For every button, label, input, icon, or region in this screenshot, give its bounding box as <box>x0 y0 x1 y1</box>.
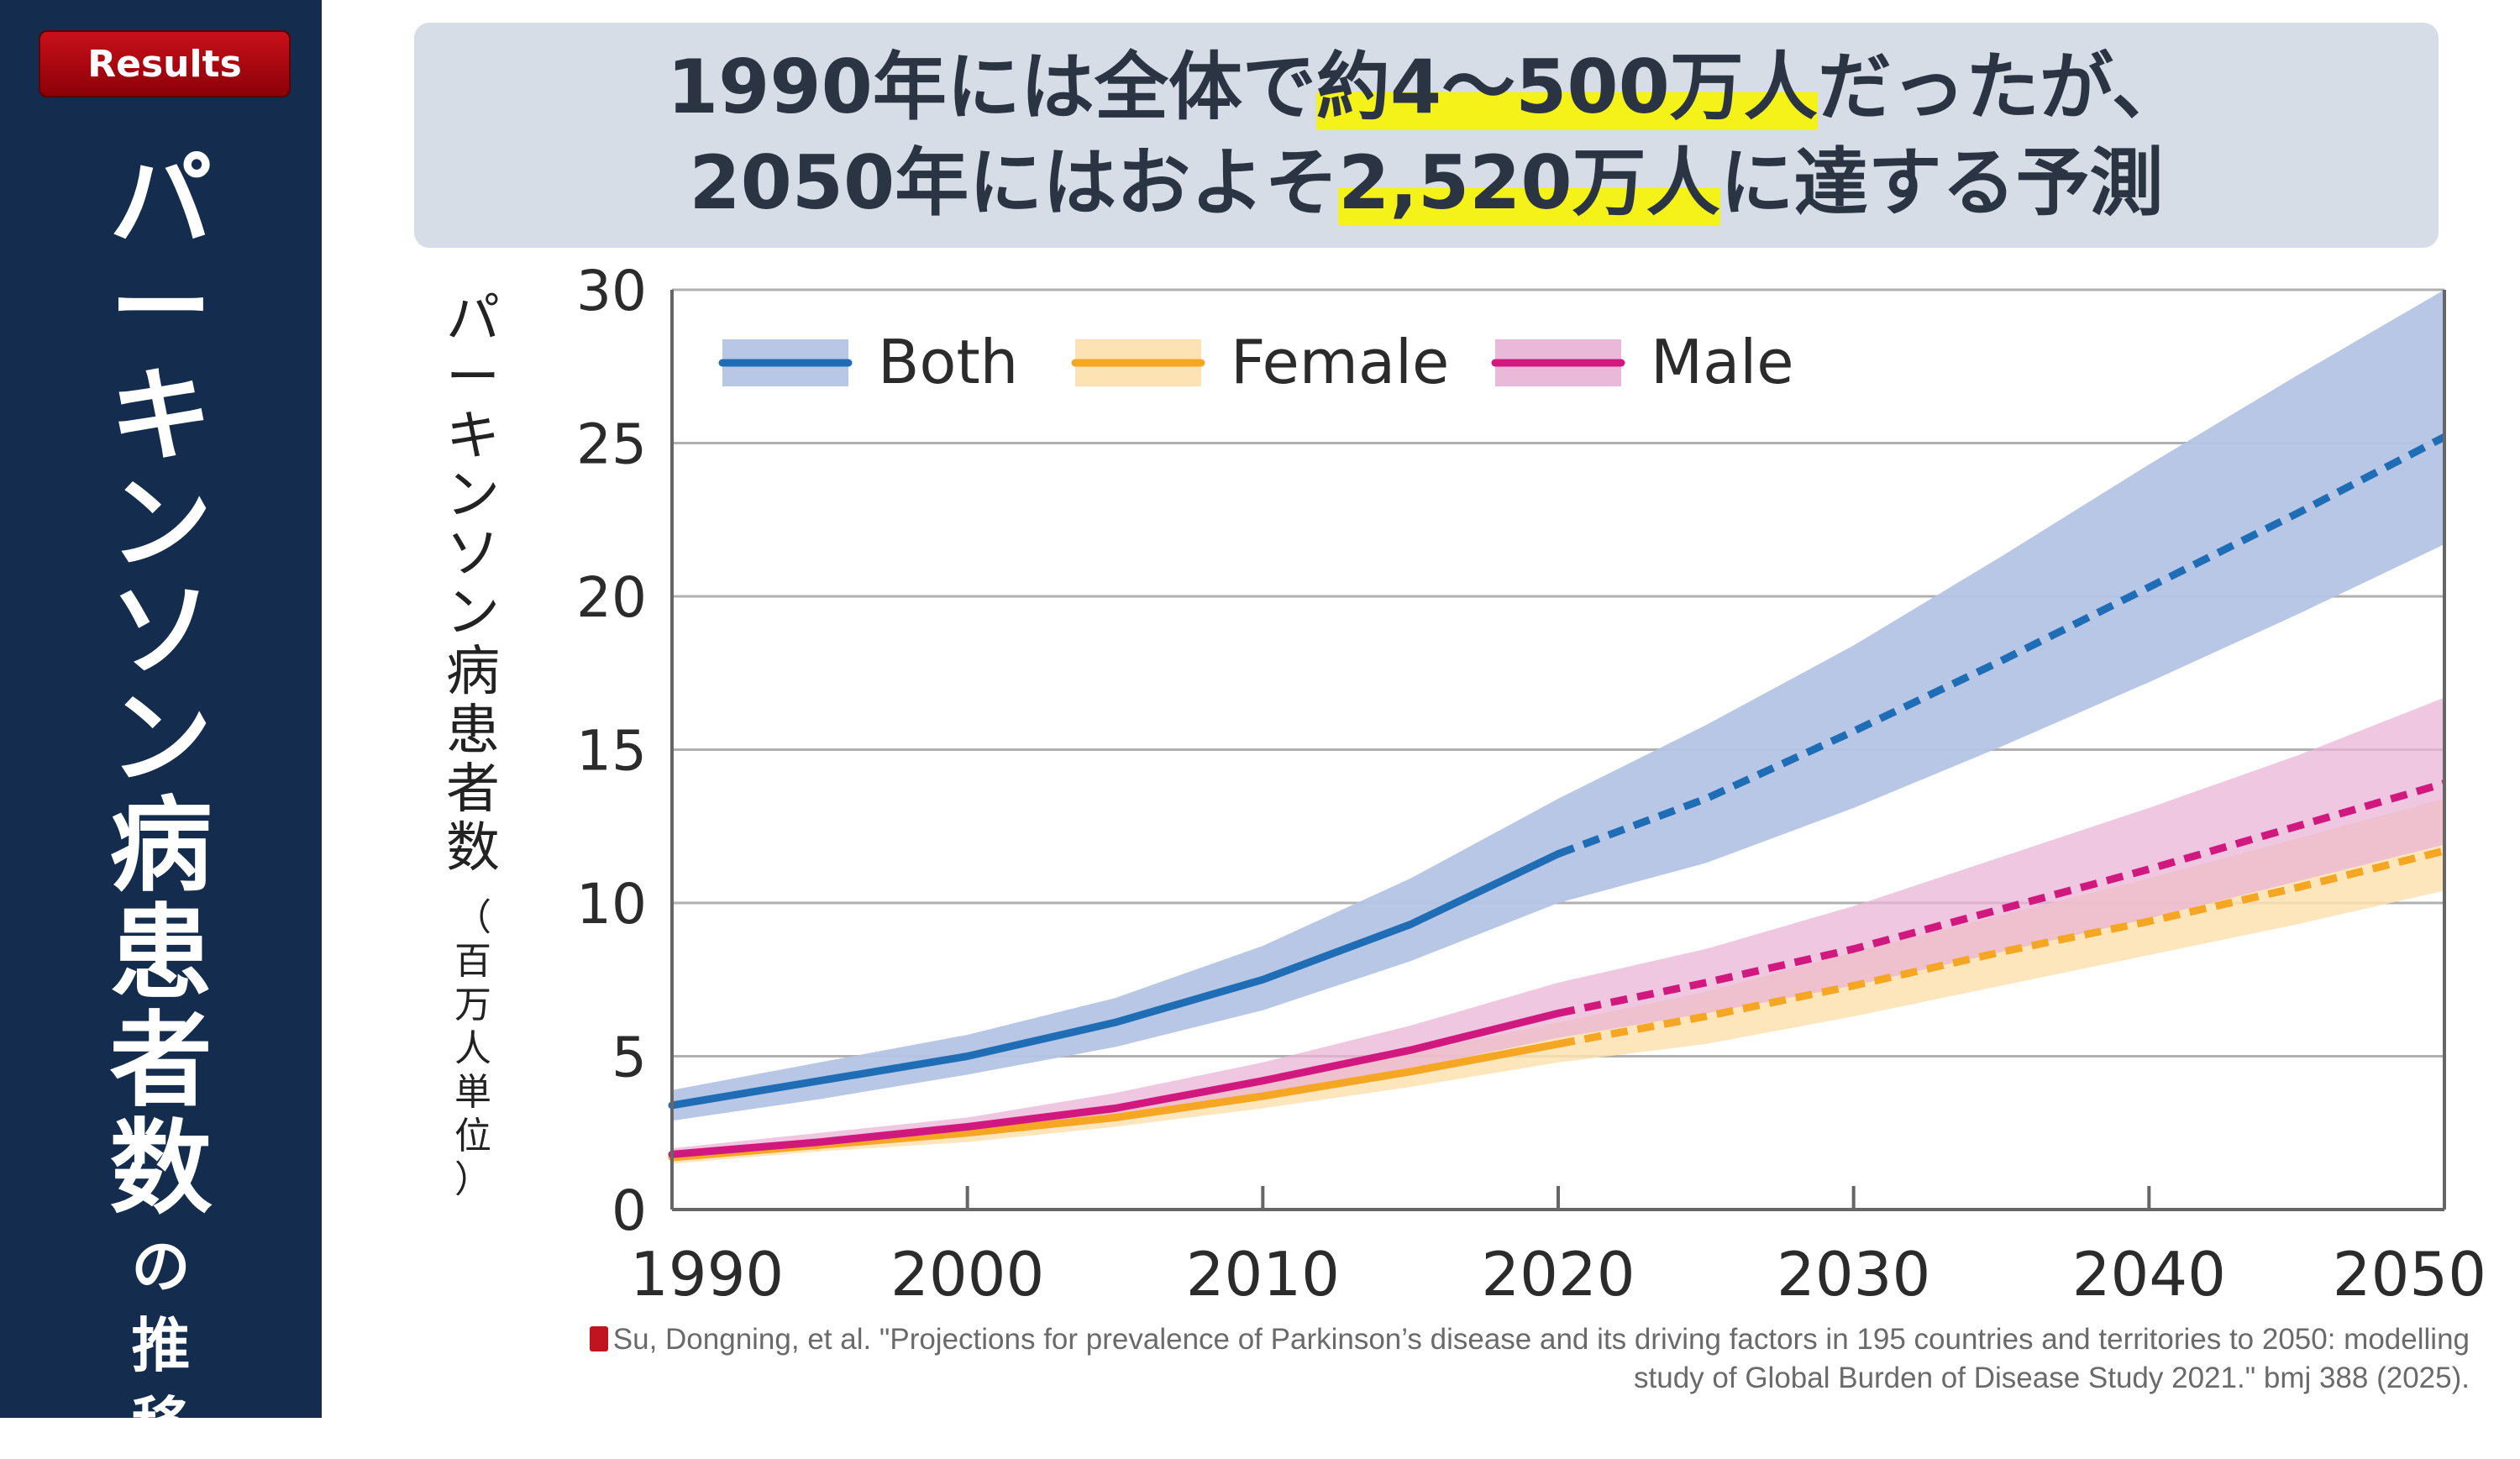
sidebar-title-char: ソ <box>109 571 213 690</box>
series-line-both-projected <box>1557 433 2447 858</box>
x-tick-label: 2000 <box>890 1239 1044 1309</box>
sidebar-title-char: ー <box>109 249 213 368</box>
sidebar-title-char: 病 <box>109 786 213 905</box>
headline-line-2-post: に達する予測 <box>1719 139 2164 226</box>
series-line-female-projected <box>1557 847 2446 1048</box>
confidence-band-male <box>672 697 2444 1161</box>
headline-line-2-pre: 2050年にはおよそ <box>689 139 1339 226</box>
series-line-male-observed <box>668 1009 1562 1158</box>
y-tick-label: 15 <box>576 719 647 784</box>
y-axis-label-char: ン <box>446 464 500 527</box>
series-line-both-observed <box>668 850 1562 1110</box>
results-badge: Results <box>39 30 291 97</box>
y-axis-label-char: ー <box>446 347 500 409</box>
headline-box: 1990年には全体で約4〜500万人だったが、 2050年にはおよそ2,520万… <box>414 23 2439 248</box>
x-tick-label: 2030 <box>1777 1239 1930 1309</box>
series-line-male-projected <box>1557 779 2446 1017</box>
sidebar-title: パ ー キ ン ソ ン 病 患 者 数 の 推 移 <box>0 147 322 1459</box>
headline-line-1-post: だったが、 <box>1817 44 2187 130</box>
book-icon <box>589 1326 608 1351</box>
sidebar-title-char: ン <box>109 679 213 798</box>
y-axis-label-char: 患 <box>446 700 500 762</box>
y-axis-label-char: 者 <box>446 758 500 821</box>
x-tick-label: 2020 <box>1481 1239 1635 1309</box>
headline-line-1: 1990年には全体で約4〜500万人だったが、 <box>667 39 2186 135</box>
confidence-band-both <box>672 290 2444 1121</box>
x-tick-label: 2050 <box>2333 1239 2486 1309</box>
y-axis-label-char: ソ <box>446 523 500 585</box>
y-axis-unit-char: 単 <box>454 1071 491 1114</box>
y-axis-label-char: キ <box>446 406 500 468</box>
y-axis-unit-char: 位 <box>454 1115 491 1157</box>
legend-label-male: Male <box>1651 327 1794 397</box>
x-tick-label: 2040 <box>2072 1239 2226 1309</box>
headline-line-2: 2050年にはおよそ2,520万人に達する予測 <box>689 135 2164 231</box>
y-axis-unit-char: 人 <box>454 1027 491 1070</box>
citation-line-1-text: Su, Dongning, et al. "Projections for pr… <box>612 1323 2470 1356</box>
y-axis-label-char: パ <box>446 288 500 350</box>
y-axis-unit-char: 万 <box>454 984 491 1026</box>
sidebar-title-suffix-char: の <box>131 1232 191 1301</box>
sidebar-title-char: パ <box>109 141 213 260</box>
y-axis-label: パ ー キ ン ソ ン 病 患 者 数 （ 百 万 人 単 位 ） <box>435 290 511 1202</box>
y-axis-label-char: ン <box>446 582 500 644</box>
citation-line-1: Su, Dongning, et al. "Projections for pr… <box>445 1320 2470 1359</box>
y-tick-label: 5 <box>612 1026 647 1090</box>
y-tick-label: 10 <box>576 872 647 937</box>
headline-line-1-pre: 1990年には全体で <box>666 44 1316 130</box>
sidebar-title-char: 数 <box>109 1109 213 1228</box>
y-axis-label-char: 数 <box>446 817 500 879</box>
parkinsons-prevalence-chart: 0 5 10 15 20 25 30 1990 2000 2010 2020 2030 2040 2050… <box>576 259 2486 1309</box>
citation-line-2: study of Global Burden of Disease Study … <box>1634 1362 2470 1394</box>
y-tick-label: 20 <box>576 565 647 630</box>
headline-line-1-highlight: 約4〜500万人 <box>1315 44 1818 130</box>
legend-label-female: Female <box>1231 327 1449 397</box>
sidebar: Results パ ー キ ン ソ ン 病 患 者 数 の 推 移 <box>0 0 322 1459</box>
y-axis-unit-char: 百 <box>454 940 491 983</box>
sidebar-title-char: ン <box>109 464 213 583</box>
legend-label-both: Both <box>878 327 1018 397</box>
y-tick-label: 0 <box>612 1178 647 1243</box>
y-axis-label-char: 病 <box>446 641 500 703</box>
x-tick-label: 1990 <box>630 1239 784 1309</box>
citation: Su, Dongning, et al. "Projections for pr… <box>445 1320 2470 1398</box>
y-axis-unit-char: （ <box>454 896 491 939</box>
x-tick-label: 2010 <box>1186 1239 1340 1309</box>
y-tick-label: 25 <box>576 412 647 477</box>
sidebar-title-char: キ <box>109 356 213 475</box>
headline-line-2-highlight: 2,520万人 <box>1338 139 1720 226</box>
sidebar-title-char: 患 <box>109 894 213 1013</box>
sidebar-title-suffix-char: 推 <box>131 1311 191 1380</box>
sidebar-title-char: 者 <box>109 1001 213 1120</box>
y-tick-label: 30 <box>576 259 647 323</box>
y-axis-unit-char: ） <box>454 1158 491 1201</box>
